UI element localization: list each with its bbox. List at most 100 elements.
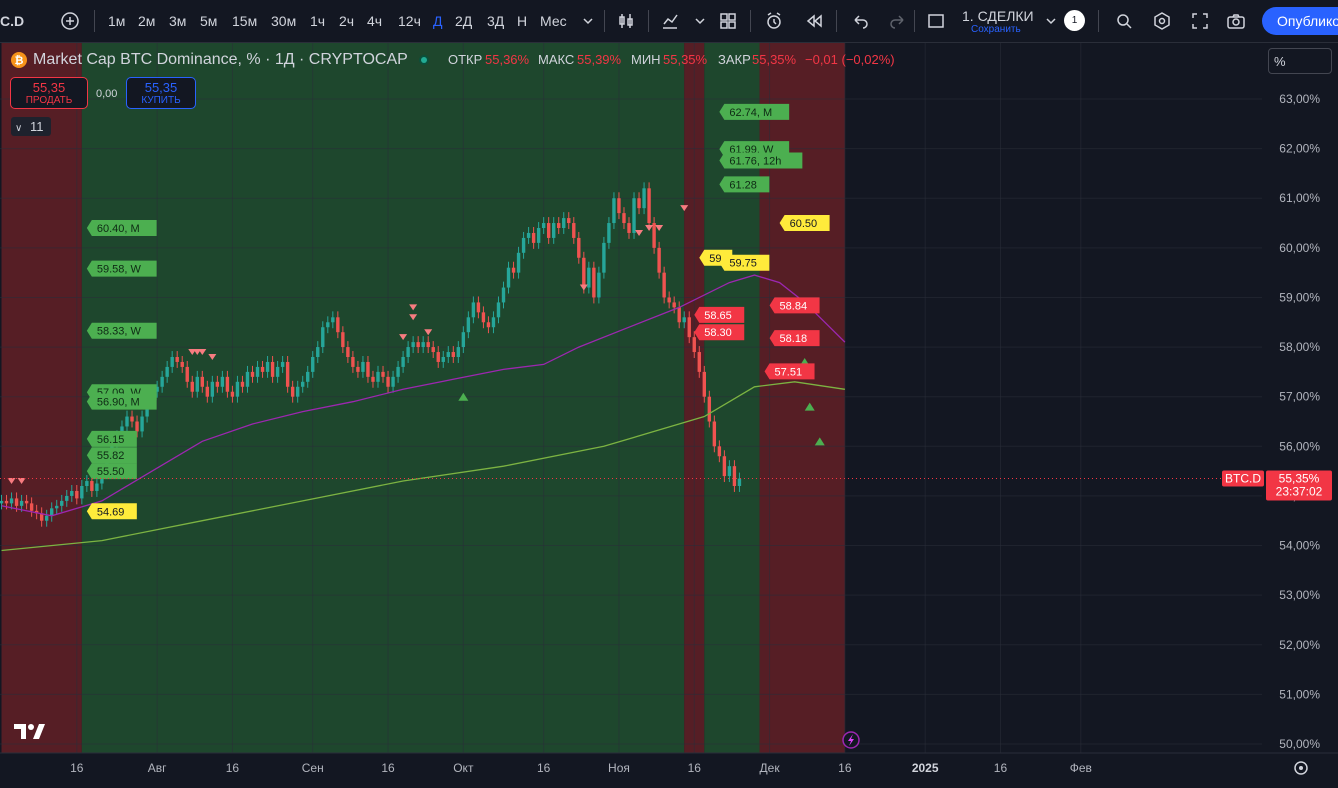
candle-body xyxy=(401,357,405,367)
buy-price: 55,35 xyxy=(144,80,178,95)
chevron-down-icon[interactable] xyxy=(1041,11,1061,31)
sell-marker xyxy=(645,225,654,231)
change-value: −0,01 (−0,02%) xyxy=(805,52,895,67)
candle-body xyxy=(316,347,320,357)
layout-icon[interactable] xyxy=(926,11,946,31)
flash-bolt xyxy=(848,734,854,746)
redo-icon[interactable] xyxy=(888,11,908,31)
candle-body xyxy=(311,357,315,372)
quick-search-icon[interactable] xyxy=(1114,11,1134,31)
level-label-text: 60.50 xyxy=(790,218,818,230)
candle-body xyxy=(727,466,732,477)
candle-body xyxy=(331,317,335,323)
candle-body xyxy=(637,198,641,209)
candle-body xyxy=(371,376,375,382)
add-symbol-icon[interactable] xyxy=(60,11,80,31)
price-tag-value: 55,35% xyxy=(1279,472,1320,486)
interval-14[interactable]: Мес xyxy=(540,13,567,29)
x-tick-label: Дек xyxy=(760,761,781,775)
flash-icon[interactable] xyxy=(842,731,860,749)
replay-icon[interactable] xyxy=(804,11,824,31)
camera-icon[interactable] xyxy=(1226,11,1246,31)
candle-body xyxy=(541,223,546,228)
candles-icon[interactable] xyxy=(616,11,636,31)
interval-7[interactable]: 2ч xyxy=(339,13,355,29)
undo-icon[interactable] xyxy=(850,11,870,31)
symbol-search[interactable]: C.D xyxy=(0,13,25,29)
interval-3[interactable]: 5м xyxy=(200,13,218,29)
candle-body xyxy=(471,302,476,318)
interval-10[interactable]: Д xyxy=(433,13,443,29)
interval-4[interactable]: 15м xyxy=(232,13,258,29)
candle-body xyxy=(19,500,24,506)
level-label-text: 62.74, M xyxy=(729,107,772,119)
toolbar-divider xyxy=(914,10,915,32)
interval-6[interactable]: 1ч xyxy=(310,13,326,29)
level-label-bg xyxy=(694,324,745,341)
candle-body xyxy=(682,317,686,323)
templates-icon[interactable] xyxy=(718,11,738,31)
candle-body xyxy=(461,332,466,348)
candle-body xyxy=(642,188,646,209)
sell-marker xyxy=(399,334,408,341)
interval-13[interactable]: Н xyxy=(517,13,528,29)
y-axis-panel xyxy=(1262,43,1338,753)
price-chart[interactable]: 50,00%51,00%52,00%53,00%54,00%55,00%56,0… xyxy=(0,43,1338,788)
low-value: 55,35% xyxy=(663,52,708,67)
candle-body xyxy=(717,446,722,457)
level-label: 55.82 xyxy=(86,447,137,464)
fullscreen-icon[interactable] xyxy=(1190,11,1210,31)
chevron-down-icon[interactable] xyxy=(578,11,598,31)
y-tick-label: 53,00% xyxy=(1279,588,1320,602)
interval-5[interactable]: 30м xyxy=(271,13,297,29)
svg-text:₿: ₿ xyxy=(15,54,24,67)
publish-button[interactable]: Опубликовать xyxy=(1262,7,1338,35)
high-label: МАКС xyxy=(538,52,575,67)
indicators-icon[interactable] xyxy=(660,11,680,31)
toolbar-divider xyxy=(94,10,95,32)
candle-body xyxy=(295,386,300,397)
candle-body xyxy=(336,317,340,333)
bitcoin-icon: ₿ xyxy=(11,52,27,68)
candle-body xyxy=(245,371,250,387)
indicators-toggle[interactable]: ∨ 11 xyxy=(11,117,51,136)
x-tick-label: 16 xyxy=(537,761,551,775)
level-label-text: 58.65 xyxy=(704,310,732,322)
interval-0[interactable]: 1м xyxy=(108,13,126,29)
candle-body xyxy=(662,272,666,298)
interval-9[interactable]: 12ч xyxy=(398,13,421,29)
scale-mode-input[interactable]: % xyxy=(1268,48,1332,74)
candle-body xyxy=(225,376,230,392)
interval-2[interactable]: 3м xyxy=(169,13,187,29)
interval-11[interactable]: 2Д xyxy=(455,13,473,29)
alert-clock-icon[interactable] xyxy=(764,11,784,31)
settings-icon[interactable] xyxy=(1152,11,1172,31)
interval-12[interactable]: 3Д xyxy=(487,13,505,29)
candle-body xyxy=(456,347,461,357)
candle-body xyxy=(285,361,290,387)
layouts-count-badge[interactable]: 1 xyxy=(1064,10,1085,31)
interval-1[interactable]: 2м xyxy=(138,13,156,29)
y-tick-label: 54,00% xyxy=(1279,539,1320,553)
open-value: 55,36% xyxy=(485,52,530,67)
y-tick-label: 61,00% xyxy=(1279,191,1320,205)
level-label-text: 59.75 xyxy=(729,258,757,270)
interval-8[interactable]: 4ч xyxy=(367,13,383,29)
candle-body xyxy=(466,317,471,333)
level-label: 62.74, M xyxy=(719,103,790,120)
buy-button[interactable]: 55,35 КУПИТЬ xyxy=(126,77,196,109)
level-label: 57.51 xyxy=(764,363,815,380)
sell-marker xyxy=(17,478,26,485)
candle-body xyxy=(451,352,455,357)
symbol-title[interactable]: Market Cap BTC Dominance, % · 1Д · CRYPT… xyxy=(33,51,408,68)
price-tag-bg xyxy=(1266,470,1332,501)
sell-button[interactable]: 55,35 ПРОДАТЬ xyxy=(10,77,88,109)
candle-body xyxy=(426,342,430,348)
x-tick-label: Сен xyxy=(302,761,324,775)
save-layout-link[interactable]: Сохранить xyxy=(971,24,1021,35)
layout-name[interactable]: 1. СДЕЛКИ xyxy=(962,8,1034,24)
chevron-down-icon[interactable] xyxy=(690,11,710,31)
ma-slow-line xyxy=(1,381,845,552)
market-status-icon[interactable] xyxy=(418,54,430,66)
axis-settings-icon[interactable] xyxy=(1294,761,1308,775)
